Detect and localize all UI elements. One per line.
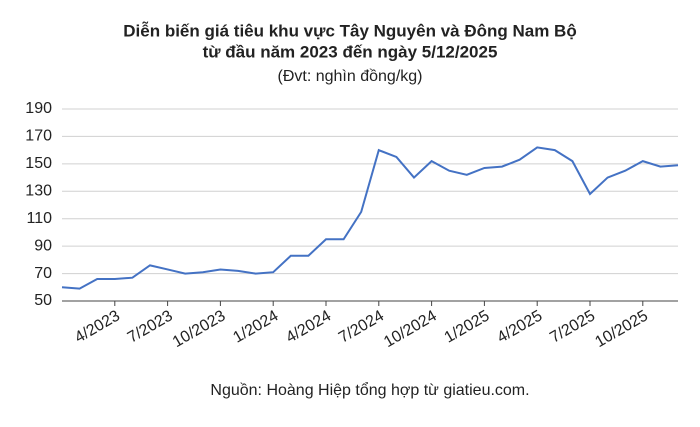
x-tick-label: 7/2024 [336, 307, 387, 346]
y-tick-label: 110 [26, 210, 52, 227]
x-tick-label: 4/2023 [72, 307, 123, 346]
y-tick-label: 190 [25, 100, 52, 117]
y-tick-label: 150 [25, 155, 52, 172]
price-line [61, 146, 679, 290]
x-tick-label: 1/2024 [230, 307, 281, 346]
x-tick-label: 1/2025 [442, 307, 493, 346]
y-tick-label: 50 [34, 292, 52, 309]
y-tick-label: 90 [34, 237, 52, 254]
x-tick-label: 4/2024 [283, 307, 334, 346]
y-tick-label: 70 [34, 265, 52, 282]
x-tick-label: 7/2023 [125, 307, 176, 346]
x-tick-label: 4/2025 [494, 307, 545, 346]
y-tick-label: 170 [25, 128, 52, 145]
x-tick-label: 7/2025 [547, 307, 598, 346]
y-tick-label: 130 [25, 183, 52, 200]
x-tick-label: 10/2023 [170, 307, 229, 351]
chart-title: từ đầu năm 2023 đến ngày 5/12/2025 [203, 42, 498, 61]
chart-subtitle: (Đvt: nghìn đồng/kg) [278, 68, 423, 85]
chart-title: Diễn biến giá tiêu khu vực Tây Nguyên và… [123, 21, 576, 40]
x-tick-label: 10/2025 [592, 307, 651, 351]
x-tick-label: 10/2024 [381, 307, 440, 351]
source-note: Nguồn: Hoàng Hiệp tổng hợp từ giatieu.co… [210, 381, 529, 399]
